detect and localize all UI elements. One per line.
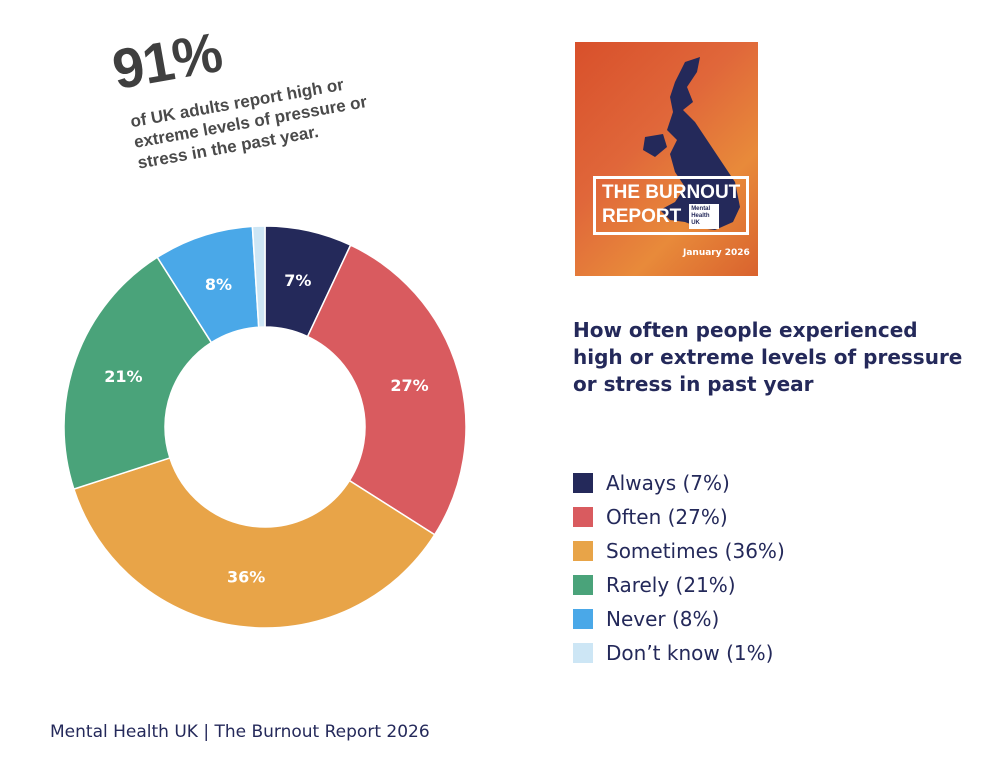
legend: Always (7%) Often (27%) Sometimes (36%) … (573, 466, 785, 670)
donut-slice-rarely (63, 256, 213, 491)
donut-slice-often (306, 244, 467, 536)
legend-swatch (573, 473, 593, 493)
donut-slice-don-t-know (251, 225, 266, 328)
report-cover: THE BURNOUT REPORT Mental Health UK Janu… (575, 42, 758, 276)
legend-swatch (573, 575, 593, 595)
chart-title: How often people experienced high or ext… (573, 318, 963, 396)
legend-item: Often (27%) (573, 500, 785, 534)
legend-item: Don’t know (1%) (573, 636, 785, 670)
legend-item: Always (7%) (573, 466, 785, 500)
legend-swatch (573, 541, 593, 561)
cover-title-line2: REPORT (602, 205, 682, 227)
donut-chart: 7% 27% 36% 21% 8% (63, 225, 467, 629)
footer-source: Mental Health UK | The Burnout Report 20… (50, 722, 430, 742)
legend-item: Never (8%) (573, 602, 785, 636)
legend-swatch (573, 609, 593, 629)
cover-logo: Mental Health UK (689, 204, 720, 229)
legend-label: Always (7%) (606, 471, 730, 495)
legend-label: Sometimes (36%) (606, 539, 785, 563)
legend-item: Rarely (21%) (573, 568, 785, 602)
data-label: 8% (205, 275, 232, 294)
cover-title-row: REPORT Mental Health UK (602, 204, 740, 229)
donut-slice-sometimes (72, 456, 436, 629)
data-label: 27% (390, 376, 428, 395)
uk-map-icon (643, 57, 740, 230)
data-label: 36% (227, 567, 265, 586)
legend-label: Often (27%) (606, 505, 728, 529)
legend-swatch (573, 507, 593, 527)
data-label: 21% (104, 367, 142, 386)
data-label: 7% (284, 271, 311, 290)
cover-title: THE BURNOUT REPORT Mental Health UK (593, 176, 750, 235)
legend-label: Never (8%) (606, 607, 720, 631)
cover-date: January 2026 (683, 248, 750, 258)
legend-label: Don’t know (1%) (606, 641, 774, 665)
legend-item: Sometimes (36%) (573, 534, 785, 568)
legend-label: Rarely (21%) (606, 573, 736, 597)
legend-swatch (573, 643, 593, 663)
cover-title-line1: THE BURNOUT (602, 182, 741, 203)
